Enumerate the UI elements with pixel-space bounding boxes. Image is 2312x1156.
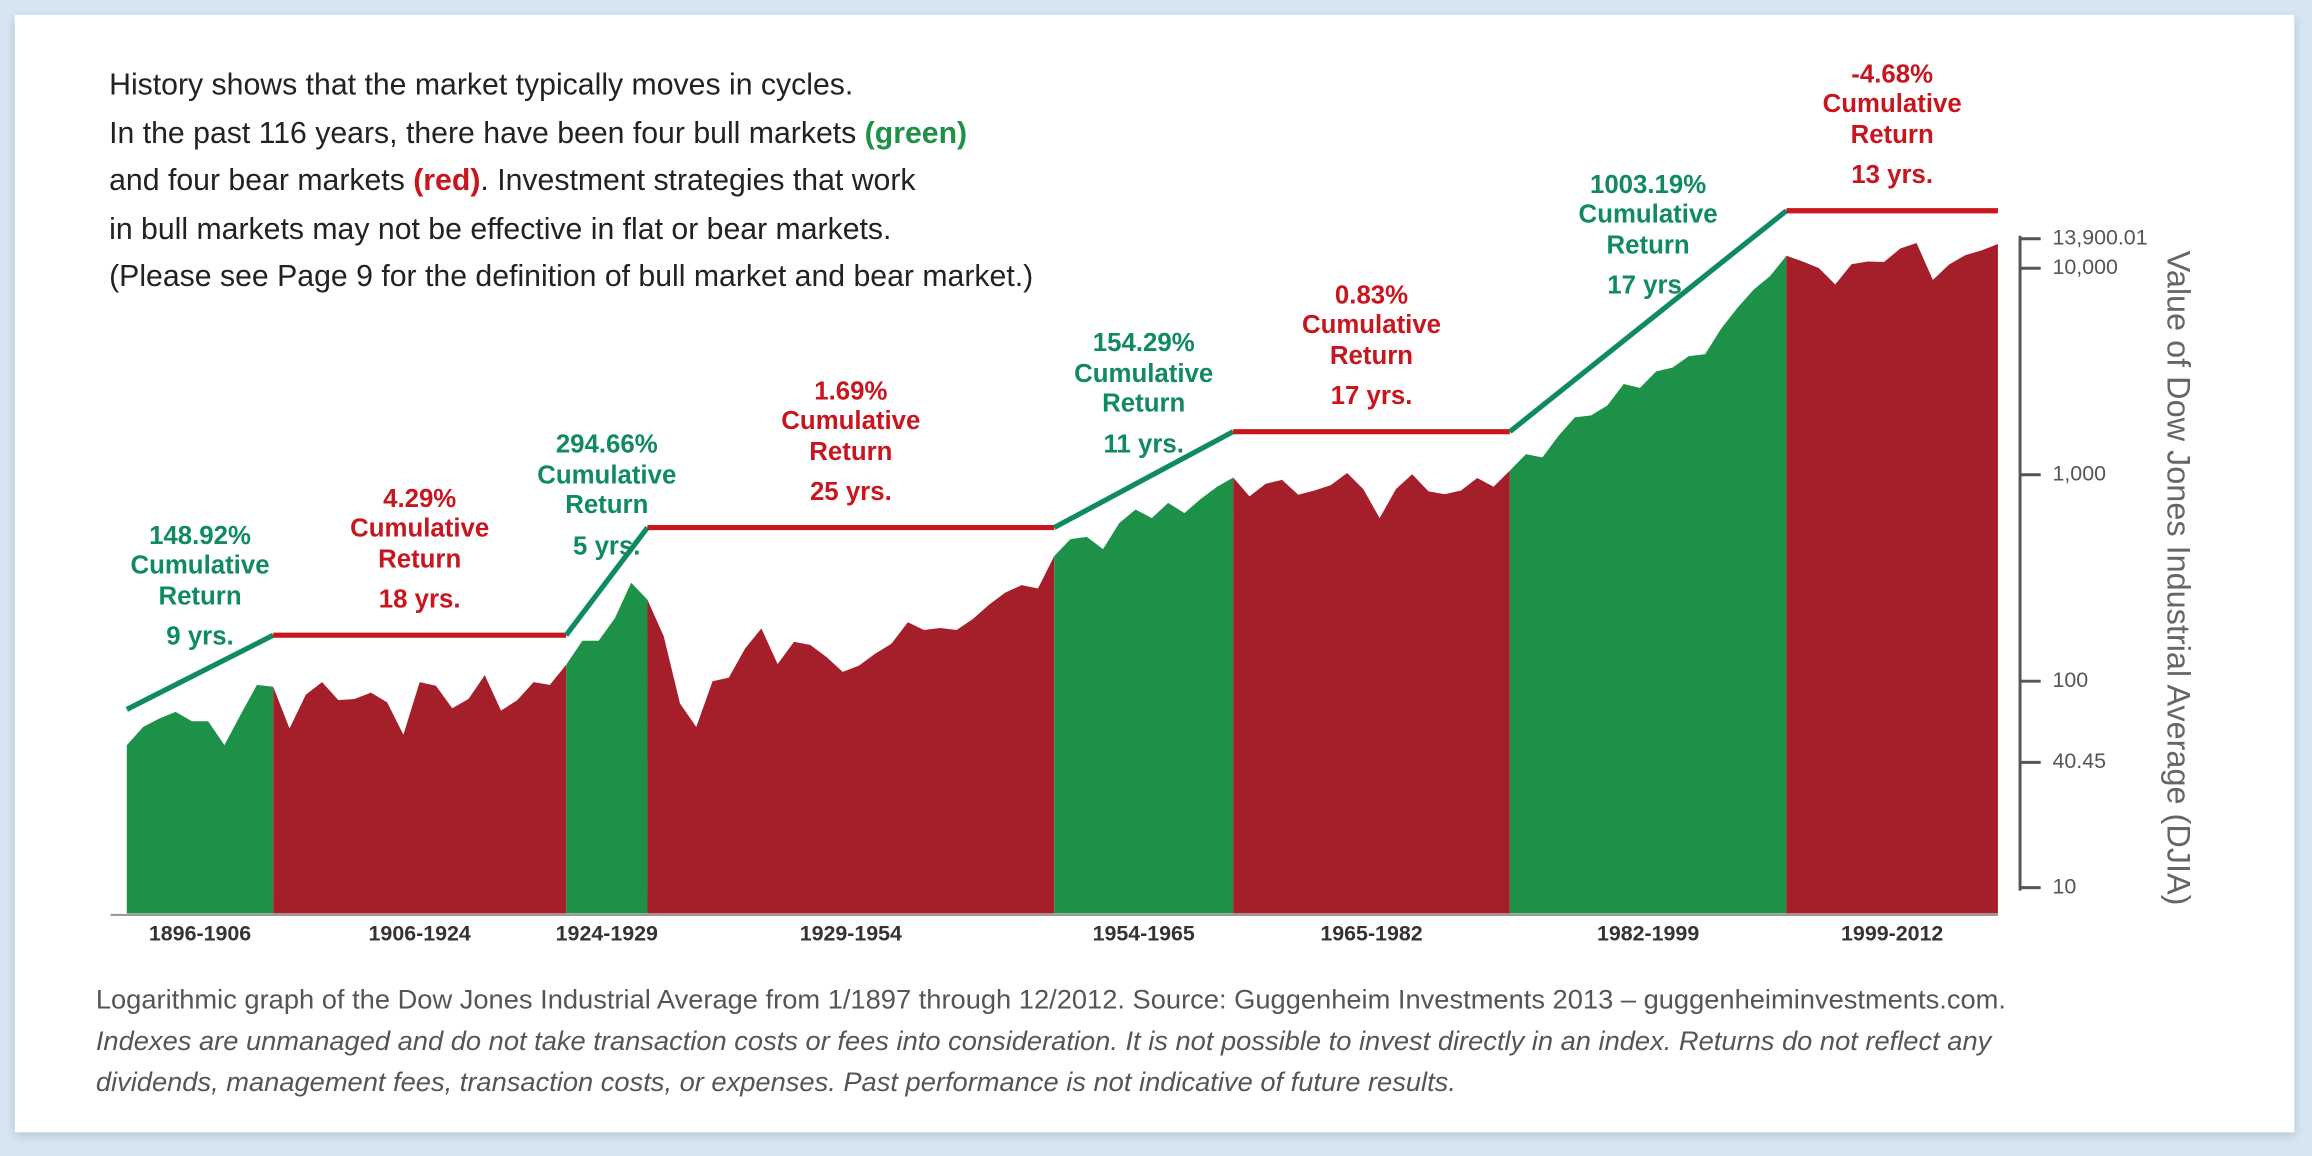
trend-line bbox=[1508, 208, 1789, 434]
annotation-years: 17 yrs. bbox=[1607, 270, 1690, 300]
intro-line: In the past 116 years, there have been f… bbox=[109, 110, 1033, 158]
area-segment bbox=[273, 664, 567, 914]
return-annotation: 1.69% Cumulative Return 25 yrs. bbox=[762, 376, 939, 507]
area-segment bbox=[566, 582, 648, 914]
annotation-return: 294.66% bbox=[555, 429, 658, 459]
intro-highlight: (green) bbox=[864, 115, 968, 150]
annotation-return: 148.92% bbox=[149, 520, 251, 550]
intro-text: In the past 116 years, there have been f… bbox=[109, 115, 865, 150]
intro-line: in bull markets may not be effective in … bbox=[109, 206, 1033, 254]
annotation-return: 1003.19% bbox=[1589, 169, 1707, 199]
annotation-years: 13 yrs. bbox=[1851, 159, 1934, 190]
annotation-years: 11 yrs. bbox=[1103, 428, 1184, 459]
annotation-cumulative: Cumulative Return bbox=[1578, 199, 1718, 260]
annotation-return: -4.68% bbox=[1851, 58, 1934, 89]
return-annotation: -4.68% Cumulative Return 13 yrs. bbox=[1804, 59, 1981, 190]
footer-disclaimer: Indexes are unmanaged and do not take tr… bbox=[95, 1024, 1992, 1056]
annotation-return: 0.83% bbox=[1334, 279, 1409, 310]
intro-text: in bull markets may not be effective in … bbox=[109, 211, 892, 246]
y-tick-label: 10,000 bbox=[2052, 255, 2117, 279]
trend-line bbox=[564, 525, 650, 637]
annotation-cumulative: Cumulative Return bbox=[350, 513, 490, 574]
annotation-years: 18 yrs. bbox=[378, 584, 461, 614]
intro-text: (Please see Page 9 for the definition of… bbox=[109, 259, 1034, 294]
area-segment bbox=[1233, 470, 1510, 914]
annotation-cumulative: Cumulative Return bbox=[781, 405, 921, 466]
y-tick-label: 10 bbox=[2052, 874, 2076, 898]
annotation-cumulative: Cumulative Return bbox=[1074, 357, 1214, 418]
trend-line bbox=[125, 632, 275, 712]
period-label: 1906-1924 bbox=[369, 921, 471, 945]
intro: History shows that the market typically … bbox=[109, 62, 1033, 302]
area-segment bbox=[647, 556, 1055, 914]
period-label: 1999-2012 bbox=[1841, 921, 1943, 945]
footer-source: Logarithmic graph of the Dow Jones Indus… bbox=[95, 983, 2006, 1015]
intro-highlight: (red) bbox=[413, 163, 481, 198]
annotation-cumulative: Cumulative Return bbox=[1301, 309, 1442, 370]
period-label: 1965-1982 bbox=[1320, 921, 1422, 945]
period-label: 1954-1965 bbox=[1093, 921, 1195, 945]
annotation-cumulative: Cumulative Return bbox=[537, 459, 677, 520]
y-tick-label: 1,000 bbox=[2052, 461, 2106, 485]
return-annotation: 294.66% Cumulative Return 5 yrs. bbox=[518, 429, 695, 560]
annotation-cumulative: Cumulative Return bbox=[1822, 89, 1962, 149]
return-annotation: 154.29% Cumulative Return 11 yrs. bbox=[1055, 328, 1232, 459]
return-annotation: 1003.19% Cumulative Return 17 yrs. bbox=[1560, 169, 1737, 300]
intro-text: . Investment strategies that work bbox=[480, 163, 916, 198]
intro-text: History shows that the market typically … bbox=[109, 67, 854, 102]
y-tick-label: 40.45 bbox=[2052, 749, 2106, 773]
area-segment bbox=[1509, 255, 1787, 914]
annotation-return: 1.69% bbox=[814, 375, 888, 406]
return-annotation: 4.29% Cumulative Return 18 yrs. bbox=[331, 483, 508, 614]
period-label: 1929-1954 bbox=[800, 921, 902, 945]
period-label: 1982-1999 bbox=[1597, 921, 1699, 945]
period-label: 1924-1929 bbox=[556, 921, 658, 945]
intro-line: History shows that the market typically … bbox=[109, 62, 1033, 110]
annotation-return: 154.29% bbox=[1092, 327, 1195, 358]
intro-text: and four bear markets bbox=[109, 163, 414, 198]
area-segment bbox=[1054, 477, 1234, 914]
annotation-years: 17 yrs. bbox=[1330, 380, 1413, 411]
area-segment bbox=[126, 684, 274, 914]
annotation-years: 25 yrs. bbox=[809, 476, 892, 507]
annotation-return: 4.29% bbox=[383, 483, 457, 513]
period-label: 1896-1906 bbox=[149, 921, 251, 945]
area-segment bbox=[1786, 242, 1998, 914]
trend-line bbox=[1053, 429, 1235, 530]
return-annotation: 148.92% Cumulative Return 9 yrs. bbox=[112, 520, 289, 651]
y-tick-label: 13,900.01 bbox=[2052, 225, 2147, 249]
y-axis-label: Value of Dow Jones Industrial Average (D… bbox=[2161, 251, 2197, 906]
annotation-years: 5 yrs. bbox=[573, 530, 641, 560]
y-tick-label: 100 bbox=[2052, 668, 2088, 692]
return-annotation: 0.83% Cumulative Return 17 yrs. bbox=[1283, 280, 1460, 411]
intro-line: and four bear markets (red). Investment … bbox=[109, 158, 1033, 206]
footer-disclaimer: dividends, management fees, transaction … bbox=[95, 1066, 1456, 1098]
intro-line: (Please see Page 9 for the definition of… bbox=[109, 254, 1033, 302]
annotation-cumulative: Cumulative Return bbox=[130, 550, 270, 611]
annotation-years: 9 yrs. bbox=[166, 621, 234, 651]
